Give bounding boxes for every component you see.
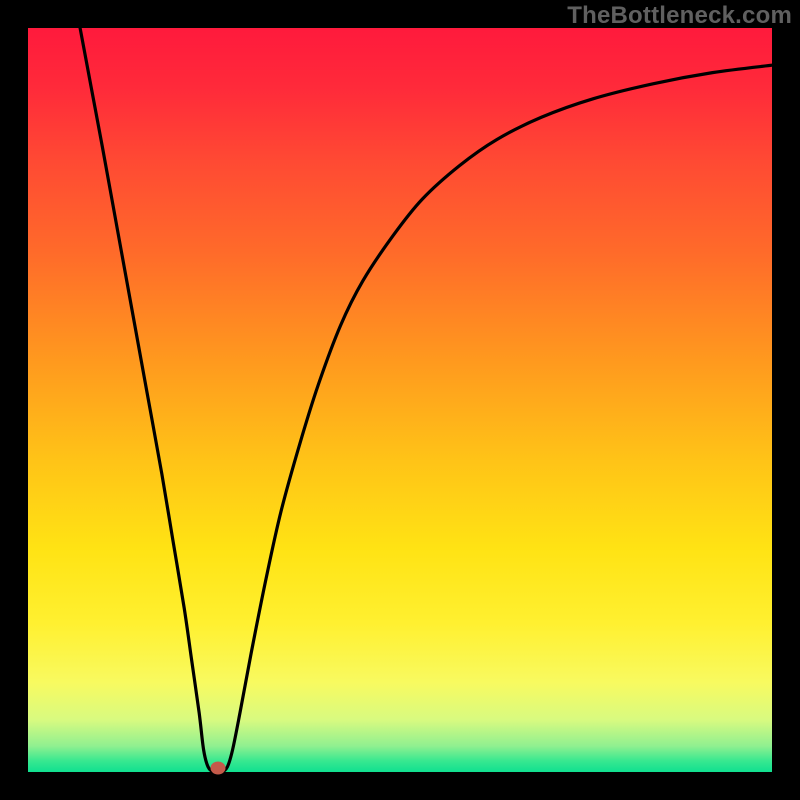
watermark-text: TheBottleneck.com (567, 2, 792, 30)
chart-container: TheBottleneck.com (0, 0, 800, 800)
curve-svg (28, 28, 772, 772)
bottleneck-curve (80, 28, 772, 772)
plot-area (28, 28, 772, 772)
bottleneck-marker (210, 761, 225, 774)
